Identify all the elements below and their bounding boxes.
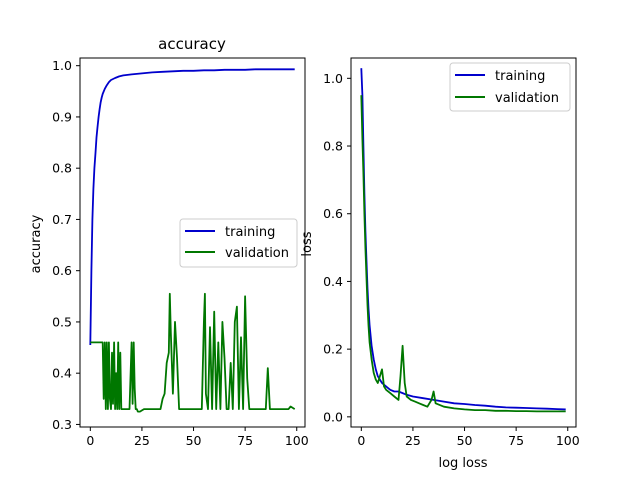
loss-y-tick-label: 0.8 [323,139,343,154]
loss-x-axis-label: log loss [438,456,487,471]
loss-y-axis-label: loss [300,231,315,256]
loss-y-tick-label: 1.0 [323,71,343,86]
loss-series-layer [360,68,566,413]
accuracy-y-tick-label: 0.3 [52,417,72,432]
loss-x-tick-label: 75 [508,433,524,448]
accuracy-y-tick-label: 0.6 [52,263,72,278]
accuracy-axes-frame [79,57,306,428]
accuracy-ticks-layer: 0 25 50 75 100 0.3 0.4 0.5 0.6 0.7 0.8 0.9 1.0 [52,58,309,448]
loss-y-tick-label: 0.6 [323,206,343,221]
accuracy-x-tick-label: 50 [186,433,202,448]
loss-x-tick-label: 0 [357,433,365,448]
accuracy-validation-line [90,292,296,413]
accuracy-y-tick-label: 0.9 [52,109,72,124]
accuracy-x-tick-label: 100 [285,433,309,448]
accuracy-x-tick-label: 0 [86,433,94,448]
loss-legend-training-label: training [495,69,545,84]
loss-legend: training validation [449,62,571,112]
accuracy-y-tick-label: 1.0 [52,58,72,73]
loss-x-tick-label: 100 [556,433,580,448]
accuracy-y-tick-label: 0.4 [52,366,72,381]
accuracy-legend-validation-label: validation [225,246,289,261]
accuracy-y-tick-label: 0.7 [52,212,72,227]
accuracy-panel: accuracy accuracy 0 25 50 75 100 0.3 0.4 0.5 0.6… [29,35,309,448]
accuracy-y-axis-label: accuracy [29,214,44,273]
loss-y-tick-label: 0.4 [323,274,343,289]
loss-y-tick-label: 0.0 [323,409,343,424]
accuracy-y-tick-label: 0.8 [52,161,72,176]
loss-panel: loss log loss 0 25 50 75 100 0.0 0.2 0.4 0.6 0.8 1… [300,57,580,471]
accuracy-training-line [89,68,295,346]
loss-x-tick-label: 25 [405,433,421,448]
loss-ticks-layer: 0 25 50 75 100 0.0 0.2 0.4 0.6 0.8 1.0 [323,71,580,448]
accuracy-x-tick-label: 25 [134,433,150,448]
loss-y-tick-label: 0.2 [323,342,343,357]
accuracy-legend: training validation [179,218,298,268]
loss-x-tick-label: 50 [457,433,473,448]
accuracy-series-layer [89,68,296,413]
loss-validation-line [360,95,566,413]
accuracy-legend-training-label: training [225,225,275,240]
loss-axes-frame [350,57,577,428]
loss-legend-validation-label: validation [495,91,559,106]
accuracy-plot-title: accuracy [158,35,226,53]
accuracy-x-tick-label: 75 [237,433,253,448]
accuracy-y-tick-label: 0.5 [52,314,72,329]
